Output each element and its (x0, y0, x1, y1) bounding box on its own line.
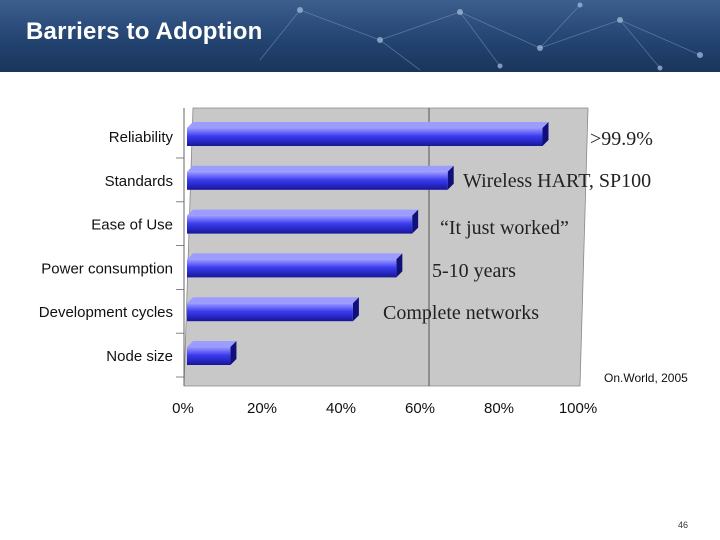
bar-annotation: 5-10 years (432, 260, 516, 282)
x-tick-label: 60% (405, 400, 435, 417)
category-label: Standards (105, 173, 173, 190)
category-label: Power consumption (41, 260, 173, 277)
bar-annotation: >99.9% (590, 128, 653, 150)
bar-ease-of-use (187, 209, 419, 234)
bar-node-size (187, 341, 237, 365)
bar-annotation: Wireless HART, SP100 (463, 170, 652, 192)
category-label: Ease of Use (91, 217, 173, 234)
bar-reliability (187, 122, 549, 146)
bar-standards (187, 165, 454, 190)
plot-background (183, 107, 589, 387)
x-tick-label: 40% (326, 400, 356, 417)
x-tick-label: 0% (172, 400, 194, 417)
bar-development-cycles (187, 297, 359, 322)
source-note: On.World, 2005 (604, 371, 688, 385)
category-label: Reliability (109, 129, 174, 146)
x-tick-label: 80% (484, 400, 514, 417)
category-label: Node size (106, 348, 173, 365)
bar-power-consumption (187, 253, 403, 278)
bar-annotation: Complete networks (383, 302, 540, 324)
category-label: Development cycles (39, 304, 173, 321)
bar-annotation: “It just worked” (440, 217, 569, 239)
network-pattern-decoration (259, 2, 703, 71)
slide-header: Barriers to Adoption (0, 0, 720, 72)
slide-title: Barriers to Adoption (26, 18, 263, 45)
x-tick-label: 20% (247, 400, 277, 417)
x-tick-label: 100% (559, 400, 597, 417)
page-number: 46 (678, 520, 689, 530)
